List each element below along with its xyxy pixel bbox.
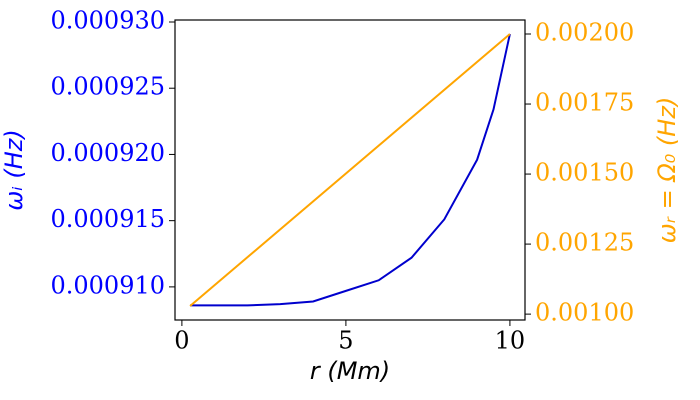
x-axis-label: r (Mm) xyxy=(310,357,390,385)
y-tick-label: 0.000920 xyxy=(50,139,165,167)
y2-tick-label: 0.00200 xyxy=(535,19,634,47)
x-tick-label: 10 xyxy=(495,327,526,355)
x-tick-label: 5 xyxy=(338,327,353,355)
y2-tick-label: 0.00175 xyxy=(535,89,634,117)
line xyxy=(189,33,511,307)
y-tick-label: 0.000925 xyxy=(50,73,165,101)
y2-tick-label: 0.00100 xyxy=(535,299,634,327)
x-tick-label: 0 xyxy=(174,327,189,355)
y-tick-label: 0.000910 xyxy=(50,271,165,299)
y2-axis-label: ωᵣ = Ω₀ (Hz) xyxy=(653,97,681,244)
y2-tick-label: 0.00125 xyxy=(535,229,634,257)
line xyxy=(190,33,511,307)
y2-tick-label: 0.00150 xyxy=(535,159,634,187)
y-tick-label: 0.000915 xyxy=(50,205,165,233)
plot-frame xyxy=(174,19,526,321)
y-axis-label: ωᵢ (Hz) xyxy=(0,129,28,210)
y-tick-label: 0.000930 xyxy=(50,6,165,34)
